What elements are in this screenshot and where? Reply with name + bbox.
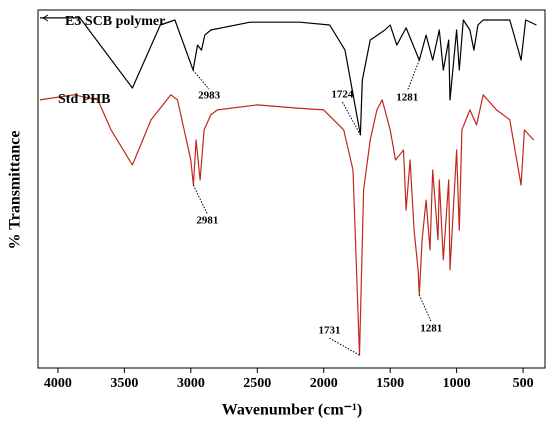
x-tick-label: 1000 [443, 376, 471, 391]
annotation-label: 1731 [318, 325, 340, 337]
annotation-label: 2983 [198, 90, 221, 102]
x-tick-label: 3500 [110, 376, 138, 391]
annotation-leader [192, 184, 208, 215]
annotation-label: 1724 [331, 88, 354, 100]
annotation-label: 2981 [196, 215, 218, 227]
x-tick-label: 3000 [177, 376, 205, 391]
spectrum-line [39, 94, 535, 356]
legend-arrow [42, 14, 62, 22]
annotation-leader [192, 69, 210, 90]
x-tick-label: 1500 [376, 376, 404, 391]
annotation-label: 1281 [420, 322, 442, 334]
legend-label: E3 SCB polymer [65, 14, 165, 29]
y-axis-label: % Transmittance [7, 131, 24, 250]
annotation-leader [329, 337, 360, 356]
x-tick-label: 2500 [243, 376, 271, 391]
spectrum-line [40, 17, 537, 136]
x-tick-label: 4000 [44, 376, 72, 391]
annotation-label: 1281 [396, 92, 418, 104]
annotation-leader [406, 59, 420, 92]
annotation-leader [341, 101, 361, 136]
x-axis-label: Wavenumber (cm⁻¹) [222, 402, 362, 419]
x-tick-label: 2000 [310, 376, 338, 391]
annotation-leader [418, 294, 432, 323]
x-tick-label: 500 [513, 376, 534, 391]
plot-frame [37, 9, 546, 369]
legend-label: Std PHB [58, 92, 111, 107]
